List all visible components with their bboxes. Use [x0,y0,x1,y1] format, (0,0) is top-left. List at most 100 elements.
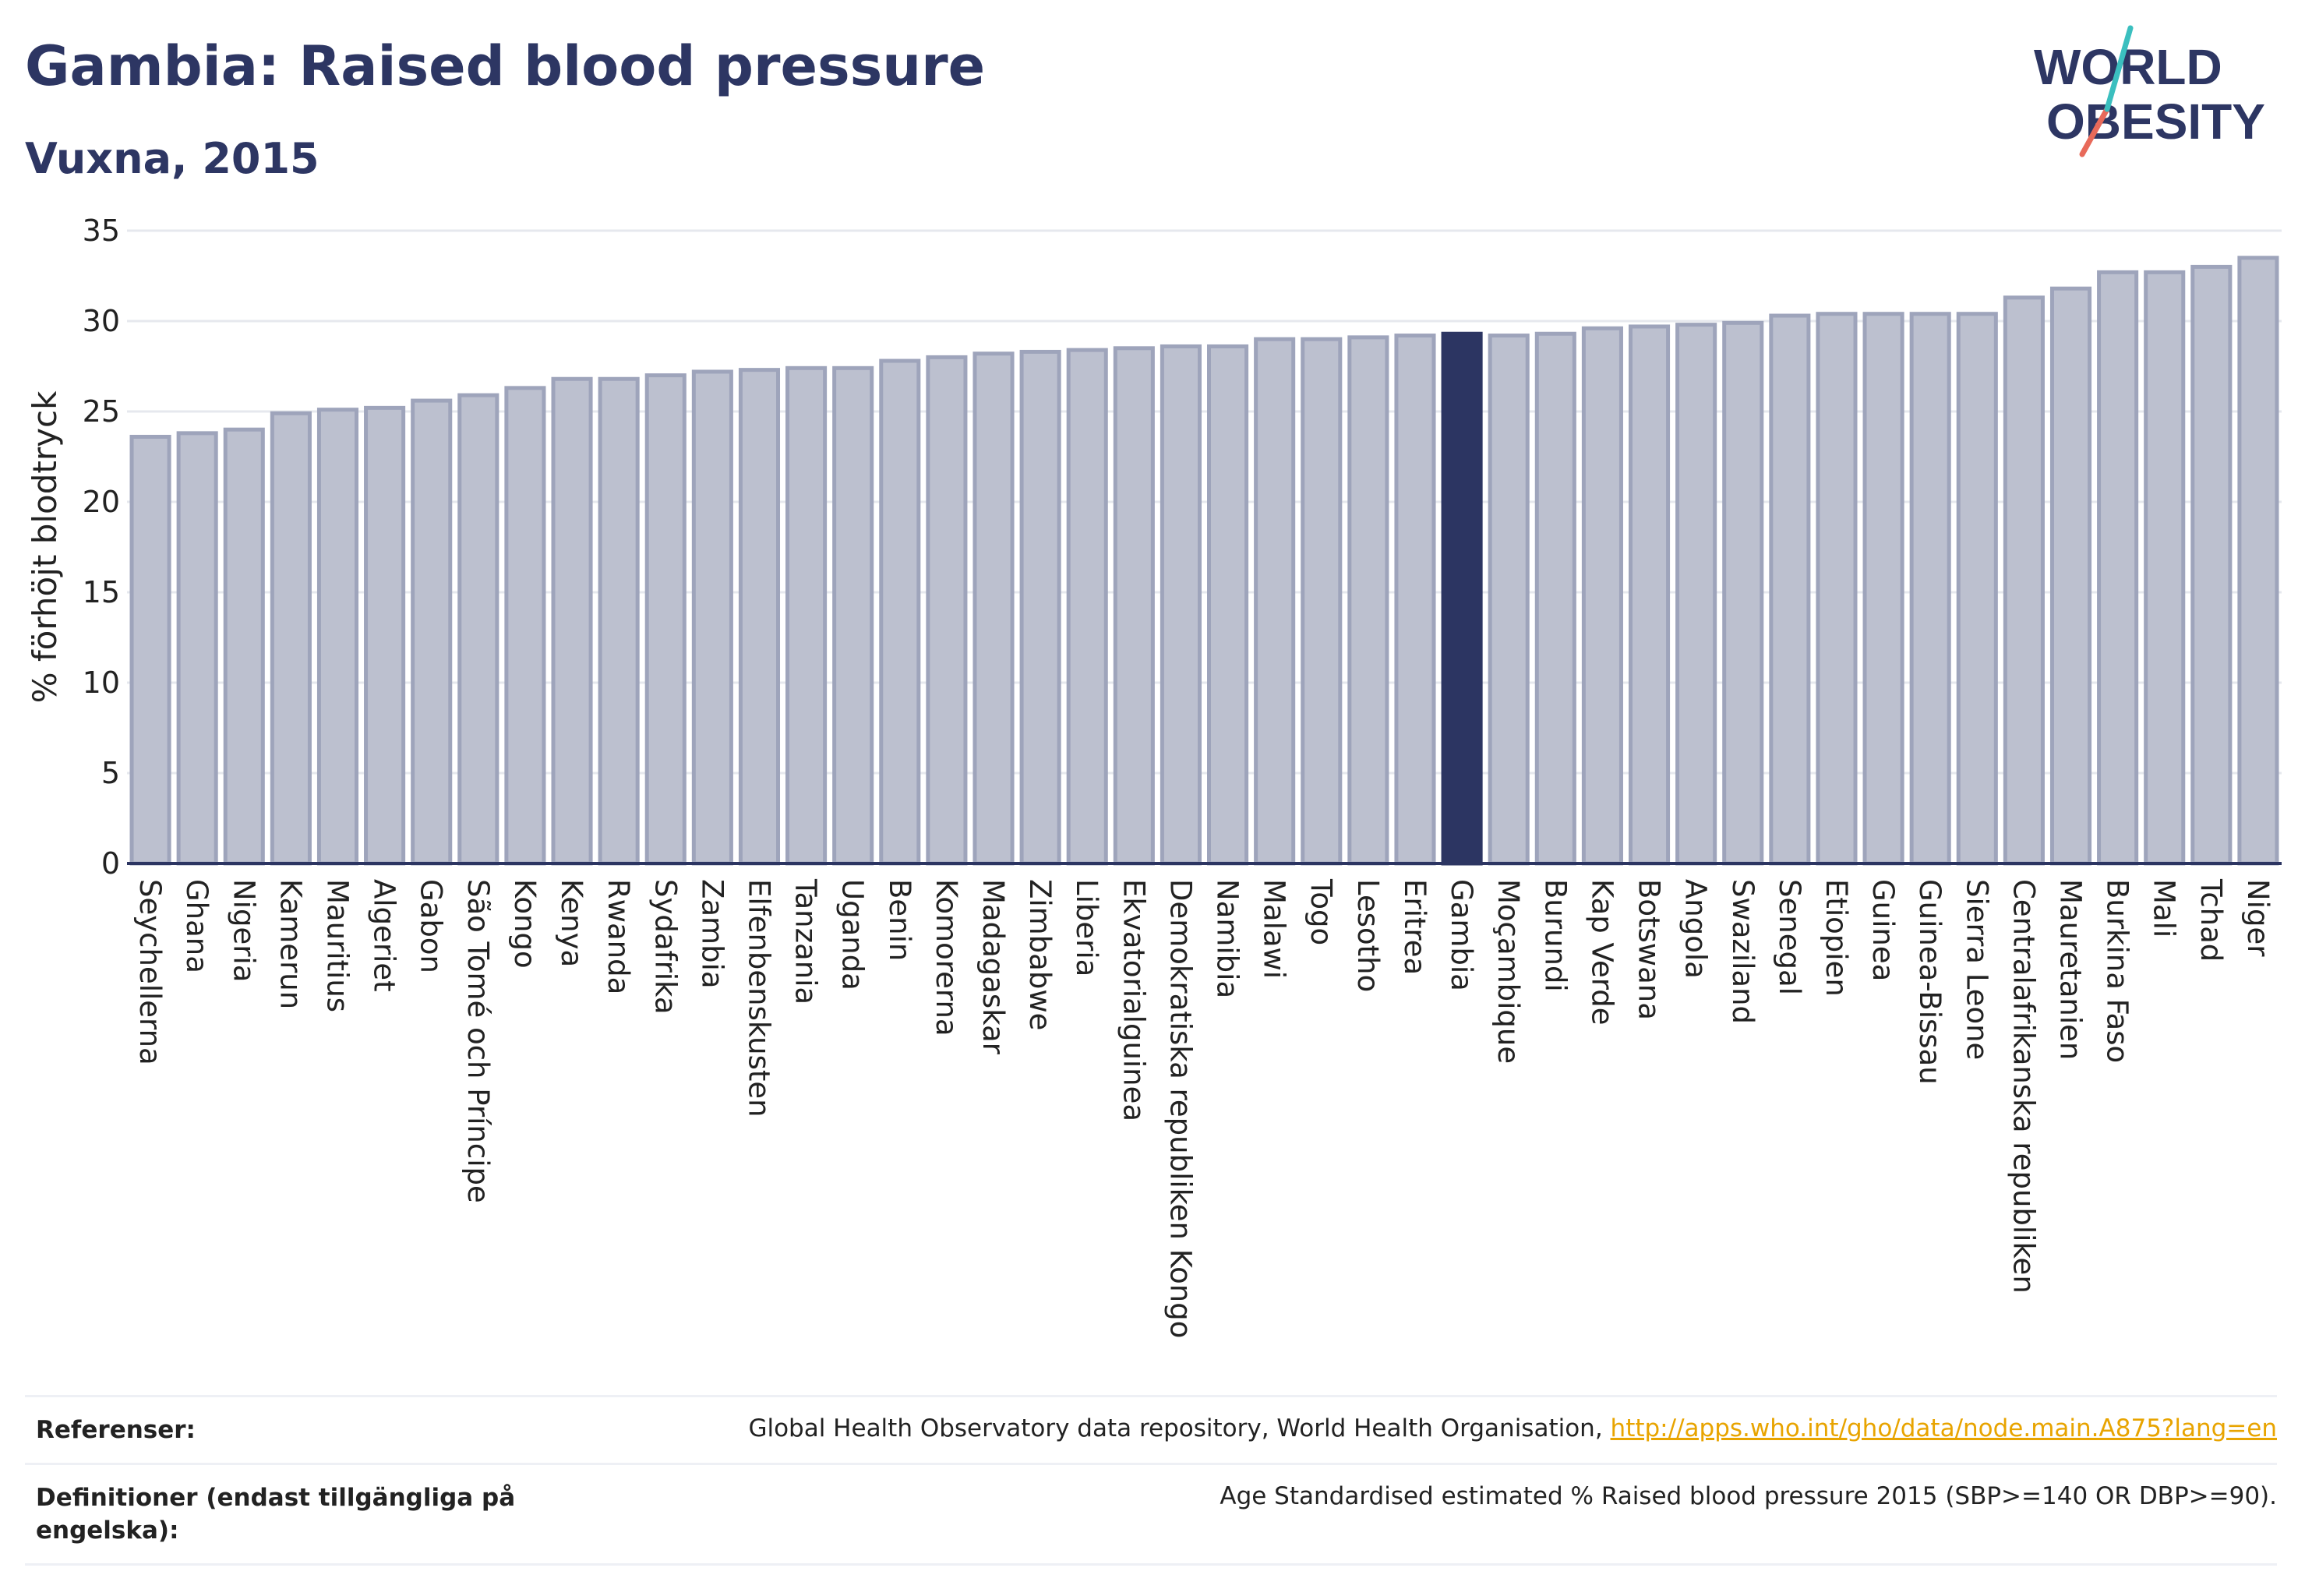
bar-botswana [1628,324,1671,866]
bar-liberia [1066,348,1108,866]
x-tick-label: Niger [2241,879,2275,957]
logo-line2: OBESITY [2046,94,2265,150]
bar-burkina-faso [2097,270,2139,866]
x-tick-label: Guinea-Bissau [1913,879,1947,1085]
bar-zimbabwe [1019,349,1061,866]
bar-mali [2144,270,2186,866]
logo-slash-teal [2104,25,2134,112]
definitions-text: Age Standardised estimated % Raised bloo… [1220,1481,2277,1510]
x-tick-label: Rwanda [602,879,635,994]
x-tick-label: Togo [1304,878,1338,945]
x-tick-label: Madagaskar [976,879,1010,1055]
bar-kap-verde [1581,326,1623,866]
axes: 0 5 10 15 20 25 30 35 % förhöjt blodtryck Seychel… [26,214,2282,1338]
x-tick-label: Burkina Faso [2101,879,2134,1063]
x-tick-label: Etiopien [1820,879,1853,997]
x-tick-label: Ghana [180,879,214,973]
x-tick-label: Sierra Leone [1960,879,1993,1060]
bar-uganda [832,365,874,866]
x-tick-label: Moçambique [1491,879,1525,1064]
bar-tchad [2190,264,2233,866]
y-axis-title: % förhöjt blodtryck [26,390,64,703]
x-tick-label: Sydafrika [648,879,682,1015]
bar-mauretanien [2049,286,2092,866]
y-tick-label: 10 [83,666,120,700]
footer: Referenser: Global Health Observatory da… [25,1395,2277,1566]
bar-kenya [551,376,593,866]
bar-kamerun [270,411,312,866]
x-tick-label: Mauritius [320,879,354,1012]
bar-guinea [1862,312,1904,866]
bar-centralafrikanska-republiken [2003,295,2045,866]
x-tick-label: Zimbabwe [1023,879,1057,1030]
x-tick-label: Tchad [2194,878,2228,962]
bar-gabon [411,398,453,866]
bar-etiopien [1816,312,1858,866]
x-tick-label: Elfenbenskusten [742,879,775,1118]
references-link[interactable]: http://apps.who.int/gho/data/node.main.A… [1610,1414,2277,1442]
bar-benin [879,358,921,866]
bar-sierra-leone [1956,312,1998,866]
x-tick-label: Eritrea [1398,879,1431,975]
x-tick-label: São Tomé och Príncipe [461,879,495,1203]
x-tick-label: Namibia [1211,879,1244,998]
x-tick-label: Centralafrikanska republiken [2007,879,2040,1294]
x-tick-label: Tanzania [789,878,823,1005]
bar-swaziland [1722,320,1764,866]
bar-sydafrika [644,373,687,866]
x-tick-label: Lesotho [1351,879,1385,992]
y-tick-label: 35 [83,214,120,248]
bar-malawi [1254,337,1296,866]
bar-burundi [1534,331,1576,866]
bar-chart: 0 5 10 15 20 25 30 35 % förhöjt blodtryck Seychel… [26,214,2282,1338]
y-tick-label: 15 [83,575,120,609]
x-tick-label: Botswana [1633,879,1666,1020]
bar-gambia [1441,331,1483,866]
references-text: Global Health Observatory data repositor… [748,1414,1611,1442]
y-tick-label: 30 [83,304,120,338]
x-tick-label: Nigeria [227,879,260,982]
x-tick-label: Malawi [1258,879,1291,979]
bar-angola [1675,323,1717,866]
x-tick-label: Kenya [555,879,588,967]
x-tick-label: Komorerna [930,879,963,1036]
bar-togo [1301,337,1343,866]
x-tick-label: Gabon [415,879,448,973]
bar-kongo [504,386,546,866]
chart-subtitle: Vuxna, 2015 [25,134,319,183]
bar-niger [2237,256,2279,866]
bar-senegal [1769,313,1811,866]
x-tick-label: Seychellerna [133,879,167,1065]
x-tick-label: Zambia [695,879,729,989]
x-tick-label: Burundi [1538,879,1572,992]
bar-namibia [1207,344,1249,866]
bar-madagaskar [972,351,1015,866]
x-tick-label: Liberia [1070,879,1103,976]
x-tick-label: Demokratiska republiken Kongo [1163,879,1197,1338]
references-label: Referenser: [36,1416,196,1444]
bar-s-o-tom-och-pr-ncipe [457,393,499,866]
x-tick-label: Senegal [1773,879,1806,995]
x-tick-label: Kamerun [274,879,307,1009]
bar-eritrea [1394,334,1436,866]
logo-slash-red [2079,106,2110,157]
bar-mo-ambique [1488,334,1530,866]
bar-nigeria [223,427,265,866]
x-tick-label: Mauretanien [2054,879,2088,1060]
bar-guinea-bissau [1909,312,1951,866]
bar-lesotho [1347,335,1389,866]
x-tick-label: Ekvatorialguinea [1117,879,1150,1121]
definitions-row: Definitioner (endast tillgängliga på eng… [25,1462,2277,1566]
bar-ghana [176,431,218,866]
bar-seychellerna [129,434,171,866]
bar-tanzania [785,365,828,866]
bar-elfenbenskusten [738,368,781,866]
x-tick-label: Algeriet [368,879,401,992]
bar-komorerna [926,355,968,866]
bar-algeriet [364,405,406,866]
definitions-label: Definitioner (endast tillgängliga på eng… [36,1483,516,1545]
bar-mauritius [316,408,359,866]
x-tick-label: Kap Verde [1585,879,1618,1026]
x-tick-label: Benin [883,879,916,961]
x-tick-label: Kongo [508,879,542,969]
